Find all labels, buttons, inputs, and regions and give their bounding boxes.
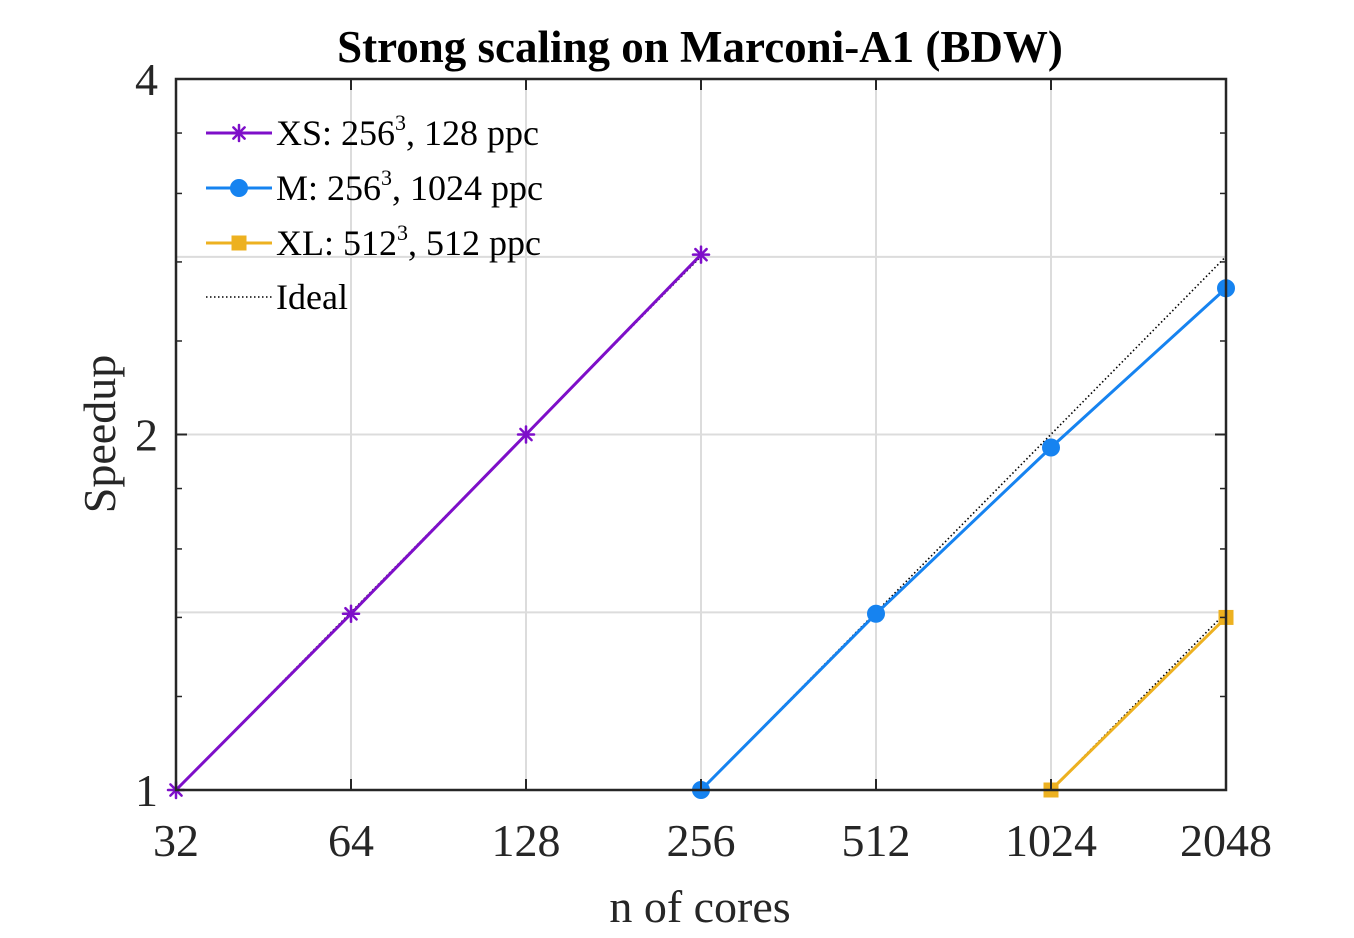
legend-marker-xl: [231, 235, 247, 251]
legend-label-m: M: 2563, 1024 ppc: [276, 165, 543, 208]
chart-title: Strong scaling on Marconi-A1 (BDW): [337, 22, 1063, 72]
series-line-xl: [1049, 616, 1228, 792]
data-point-xs: [691, 245, 711, 264]
ideal-line: [1050, 611, 1227, 791]
data-point-m: [1042, 438, 1060, 457]
x-tick-label: 1024: [1005, 815, 1097, 866]
y-tick-label: 4: [135, 54, 158, 105]
x-tick-label: 2048: [1180, 815, 1272, 866]
series-line-xs: [174, 253, 703, 792]
x-tick-label: 32: [153, 815, 199, 866]
series-xl: [1043, 609, 1234, 798]
series-line-m: [699, 287, 1228, 792]
y-tick-label: 1: [135, 765, 158, 816]
legend-marker-m: [230, 179, 248, 197]
y-tick-label: 2: [135, 410, 158, 461]
legend-marker-xs: [229, 123, 249, 143]
x-tick-label: 512: [842, 815, 911, 866]
tick-layer: 32 64 128 256 512 1024 2048 1 2 4: [135, 54, 1272, 866]
data-point-xs: [516, 425, 536, 444]
legend-label-xl: XL: 5123, 512 ppc: [276, 220, 541, 263]
series-xs: [166, 245, 711, 800]
legend: XS: 2563, 128 ppc M: 2563, 1024 ppc XL: 51…: [206, 110, 543, 317]
legend-label-ideal: Ideal: [276, 277, 348, 317]
x-tick-label: 256: [667, 815, 736, 866]
legend-label-xs: XS: 2563, 128 ppc: [276, 110, 539, 153]
y-axis-label: Speedup: [74, 355, 125, 513]
x-axis-label: n of cores: [609, 881, 790, 932]
data-point-xs: [341, 604, 361, 624]
x-tick-label: 64: [328, 815, 374, 866]
series-m: [692, 279, 1235, 799]
data-point-m: [867, 604, 885, 623]
x-tick-label: 128: [492, 815, 561, 866]
